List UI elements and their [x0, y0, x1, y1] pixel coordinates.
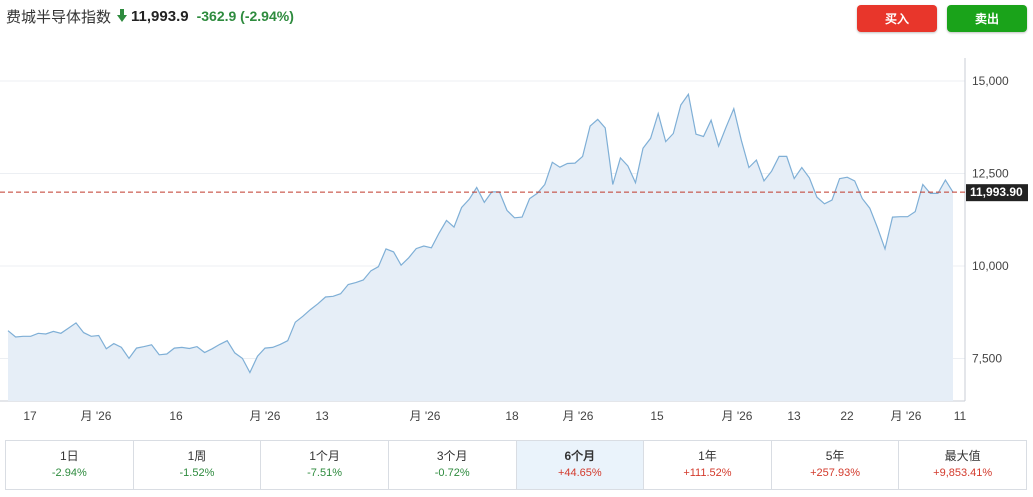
- x-tick-label: 22: [840, 409, 854, 423]
- range-tab-change: -1.52%: [179, 467, 215, 479]
- range-tab-label: 1周: [187, 449, 207, 463]
- range-tab-label: 1日: [59, 449, 79, 463]
- y-tick-label: 12,500: [972, 166, 1009, 180]
- x-tick-label: 月 '26: [410, 409, 441, 423]
- x-tick-label: 15: [650, 409, 664, 423]
- range-tab[interactable]: 1日 -2.94%: [6, 441, 134, 489]
- price-area: [8, 94, 953, 402]
- range-tab[interactable]: 6个月 +44.65%: [516, 441, 645, 489]
- quote-header: 费城半导体指数 11,993.9 -362.9 (-2.94%): [6, 5, 294, 27]
- arrow-down-icon: [117, 9, 128, 22]
- x-tick-label: 13: [315, 409, 329, 423]
- y-tick-label: 15,000: [972, 74, 1009, 88]
- price-change: -362.9 (-2.94%): [197, 8, 294, 24]
- buy-button[interactable]: 买入: [857, 5, 937, 32]
- range-tab-label: 5年: [825, 449, 845, 463]
- x-tick-label: 月 '26: [250, 409, 281, 423]
- range-tab[interactable]: 3个月 -0.72%: [388, 441, 517, 489]
- current-price-marker: 11,993.90: [966, 184, 1028, 202]
- x-tick-label: 13: [787, 409, 801, 423]
- range-tab[interactable]: 1年 +111.52%: [644, 441, 772, 489]
- range-tab-change: +44.65%: [557, 467, 602, 479]
- range-tab-label: 6个月: [564, 449, 596, 463]
- range-tab-label: 3个月: [436, 449, 468, 463]
- range-tab-change: -7.51%: [307, 467, 342, 479]
- range-tab-label: 1个月: [309, 449, 340, 463]
- y-axis: 7,500 10,000 12,500 15,000: [972, 74, 1009, 366]
- y-tick-label: 10,000: [972, 259, 1009, 273]
- x-axis: 17 月 '26 16 月 '26 13 月 '26 18 月 '26 15 月 '26 13 22 月…: [23, 409, 966, 423]
- price-line: [7, 92, 954, 374]
- range-tab-label: 1年: [698, 449, 717, 463]
- range-tab-label: 最大值: [944, 449, 981, 463]
- x-tick-label: 月 '26: [563, 409, 594, 423]
- range-tab-change: -0.72%: [434, 467, 470, 479]
- x-tick-label: 18: [505, 409, 519, 423]
- change-percent: (-2.94%): [240, 8, 294, 24]
- range-tab[interactable]: 5年 +257.93%: [771, 441, 900, 489]
- x-tick-label: 月 '26: [722, 409, 753, 423]
- range-tab[interactable]: 1个月 -7.51%: [261, 441, 389, 489]
- range-tabs: 1日 -2.94% 1周 -1.52% 1个月 -7.51% 3个月 -0.72% 6个月 +44…: [5, 440, 1027, 490]
- x-tick-label: 月 '26: [891, 409, 922, 423]
- current-price-label: 11,993.90: [970, 185, 1023, 199]
- change-value: -362.9: [196, 8, 237, 24]
- x-tick-label: 17: [23, 409, 37, 423]
- range-tab[interactable]: 1周 -1.52%: [133, 441, 262, 489]
- current-price-label-bg: [966, 184, 1028, 202]
- x-tick-label: 11: [954, 409, 967, 423]
- x-tick-label: 月 '26: [81, 409, 112, 423]
- sell-button[interactable]: 卖出: [947, 5, 1027, 32]
- range-tab[interactable]: 最大值 +9,853.41%: [899, 441, 1026, 489]
- y-tick-label: 7,500: [972, 351, 1002, 365]
- price-chart: 7,500 10,000 12,500 15,000 17 月 '26 16 月 '26 13…: [0, 58, 1028, 423]
- index-title: 费城半导体指数: [6, 8, 112, 26]
- current-price: 11,993.9: [131, 7, 189, 25]
- range-tab-change: -2.94%: [51, 467, 87, 479]
- x-tick-label: 16: [169, 409, 183, 423]
- range-tab-change: +257.93%: [810, 467, 860, 479]
- range-tab-change: +9,853.41%: [933, 467, 993, 479]
- range-tab-change: +111.52%: [683, 467, 732, 479]
